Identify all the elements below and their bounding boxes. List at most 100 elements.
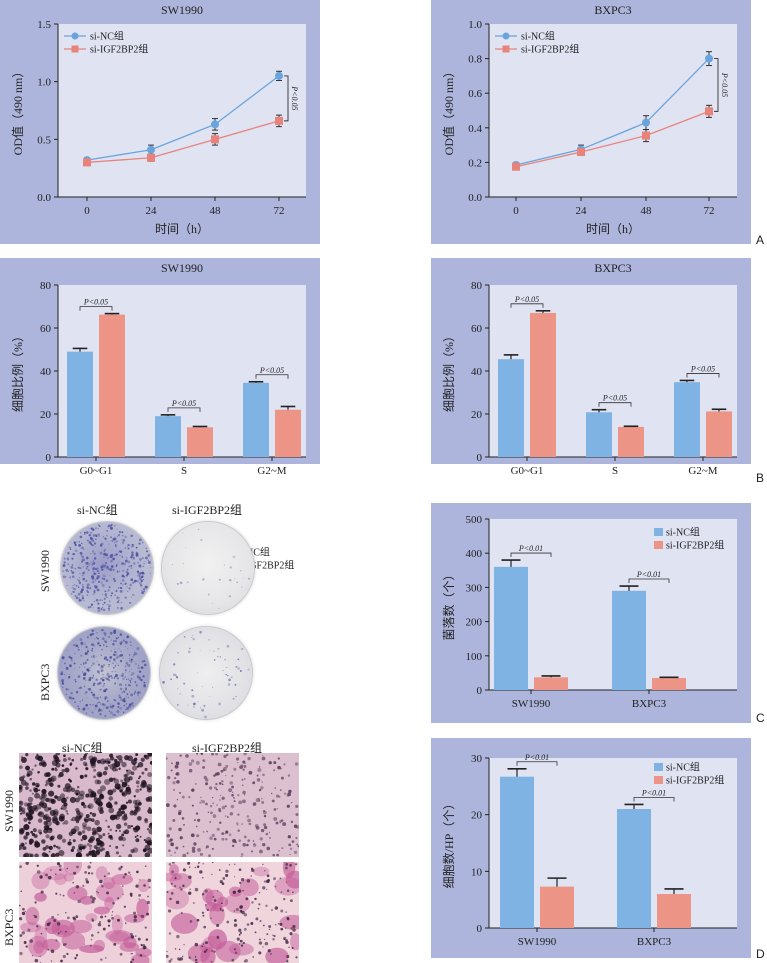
migrated-cell-dot [179,792,181,794]
colony-dot [67,551,70,555]
plot-area-A_left [58,24,306,197]
pore-dot [53,919,57,923]
stained-cell-blob [239,878,259,897]
colony-dot [101,577,104,580]
pore-dot [170,882,173,885]
colony-dot [94,645,96,647]
colony-dot [89,666,91,669]
colony-dot [116,528,118,530]
colony-dot [137,694,140,697]
pore-dot [187,862,191,865]
pore-dot [231,958,235,962]
migrated-cell-dot [146,786,150,789]
legend-swatch-D_right-0 [654,763,663,771]
pore-dot [266,888,268,891]
colony-dot [85,567,88,570]
migrated-cell-dot [289,853,291,856]
pore-dot [90,938,93,941]
bar-B_right-1-0 [530,312,556,457]
colony-dot [114,675,117,678]
migrated-cell-dot [88,844,93,848]
colony-dot [71,586,74,589]
migrated-cell-dot [124,755,130,761]
migrated-cell-dot [233,800,236,803]
migrated-cell-dot [225,774,227,777]
migrated-cell-dot [268,831,271,834]
migrated-cell-dot [82,825,87,830]
migrated-cell-dot [241,778,244,781]
pore-dot [289,899,293,903]
y-tick-label-B_left-2: 40 [40,366,52,378]
migrated-cell-dot [200,799,203,802]
migrated-cell-dot [247,839,251,842]
pore-dot [57,914,59,916]
colony-dot [98,672,100,674]
pore-dot [83,943,85,945]
colony-dot [141,590,143,592]
migrated-cell-dot [233,797,235,799]
migrated-cell-dot [97,759,101,764]
colony-dot [68,696,72,699]
x-tick-label-A_right-2: 48 [641,205,653,217]
colony-dot [119,597,121,599]
migrated-cell-dot [128,854,133,857]
pore-dot [272,938,275,941]
y-axis-title-D_right: 细胞数/HP（个） [441,798,456,889]
colony-dot [63,557,66,560]
stained-cell-blob [63,873,75,882]
colony-dot [112,713,115,717]
colony-dot [116,589,118,591]
migrated-cell-dot [218,782,222,785]
migrated-cell-dot [61,764,65,767]
p-value-label-B_right-1: P<0.05 [602,394,627,403]
colony-dot [105,553,109,557]
pore-dot [292,928,296,932]
migrated-cell-dot [34,853,39,857]
colony-dot [130,534,134,538]
migrated-cell-dot [74,789,80,796]
colony-dot [75,644,79,648]
migrated-cell-dot [193,819,196,822]
migrated-cell-dot [83,816,90,823]
pore-dot [171,870,174,874]
stained-cell-blob [279,914,299,930]
significance-bracket-D_right-1 [633,797,675,802]
migrated-cell-dot [141,771,145,775]
pore-dot [201,945,204,948]
migrated-cell-dot [261,798,263,800]
migrated-cell-dot [210,811,213,815]
pore-dot [60,959,63,963]
colony-dot [74,549,78,553]
colony-dot [121,562,124,565]
colony-dot [103,703,106,707]
pore-dot [104,915,107,918]
migrated-cell-dot [65,809,68,813]
colony-dot [118,530,122,534]
migrated-cell-dot [124,829,130,835]
y-tick-label-B_left-0: 0 [46,452,52,464]
pore-dot [65,943,67,945]
migrated-cell-dot [263,825,268,830]
colony-dot [88,687,92,691]
migrated-cell-dot [69,796,76,803]
colony-dot [126,706,130,710]
colony-dot [100,581,103,584]
pore-dot [279,877,282,880]
colony-dot [78,543,81,547]
migrated-cell-dot [147,772,152,778]
colony-dot [100,565,104,569]
colony-dot [76,541,78,543]
migrated-cell-dot [215,788,218,791]
migrated-cell-dot [107,764,110,767]
migrated-cell-dot [247,818,251,823]
colony-dot [149,572,151,574]
migrated-cell-dot [78,793,85,800]
migrated-cell-dot [176,780,180,784]
pore-dot [131,952,133,955]
colony-dot [84,692,86,695]
pore-dot [103,875,106,878]
colony-dot [122,539,126,542]
pore-dot [130,932,133,936]
colony-dot [93,584,97,588]
colony-dot [114,651,116,653]
